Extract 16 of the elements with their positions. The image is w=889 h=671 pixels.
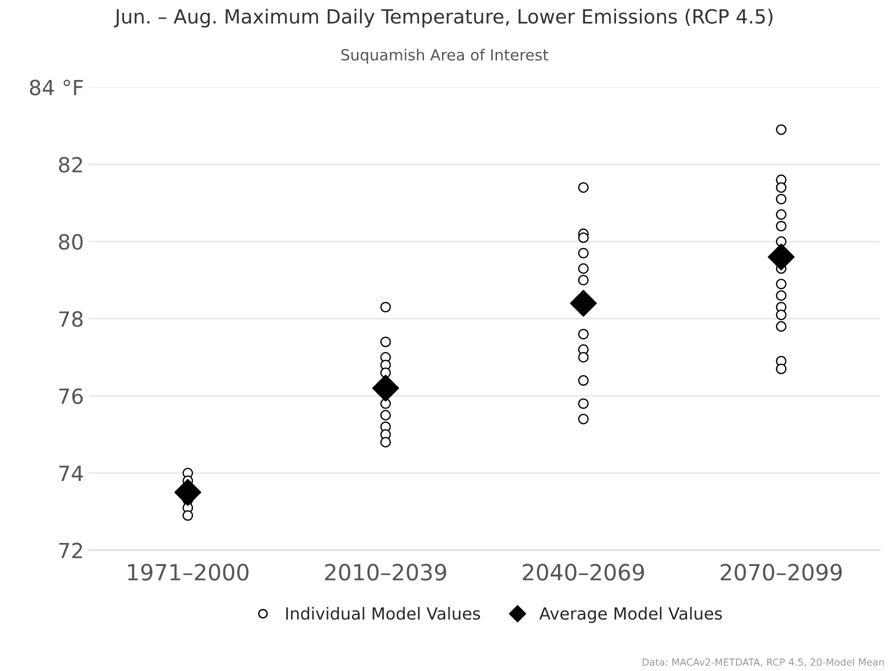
y-tick-label: 76 bbox=[59, 388, 83, 404]
y-tick-label: 72 bbox=[59, 542, 82, 558]
x-tick-label: 1971–2000 bbox=[128, 564, 248, 581]
y-tick-label: 82 bbox=[58, 156, 82, 173]
chart-subtitle: Suquamish Area of Interest bbox=[341, 48, 548, 64]
x-tick-label: 2040–2069 bbox=[522, 564, 644, 581]
x-tick-label: 2070–2099 bbox=[720, 564, 842, 581]
y-tick-label: 78 bbox=[59, 311, 83, 327]
y-tick-label: 80 bbox=[58, 234, 83, 250]
legend-label: Average Model Values bbox=[539, 606, 722, 624]
y-tick-label: 84 °F bbox=[30, 80, 83, 96]
y-tick-label: 74 bbox=[59, 466, 83, 481]
text: Data: MACAv2-METDATA, RCP 4.5, 20-Model Mean bbox=[642, 658, 884, 667]
x-tick-label: 2010–2039 bbox=[325, 564, 446, 581]
legend-label: Individual Model Values bbox=[286, 606, 480, 620]
chart-title: Jun. – Aug. Maximum Daily Temperature, Lower Emissions (RCP 4.5) bbox=[114, 8, 772, 28]
